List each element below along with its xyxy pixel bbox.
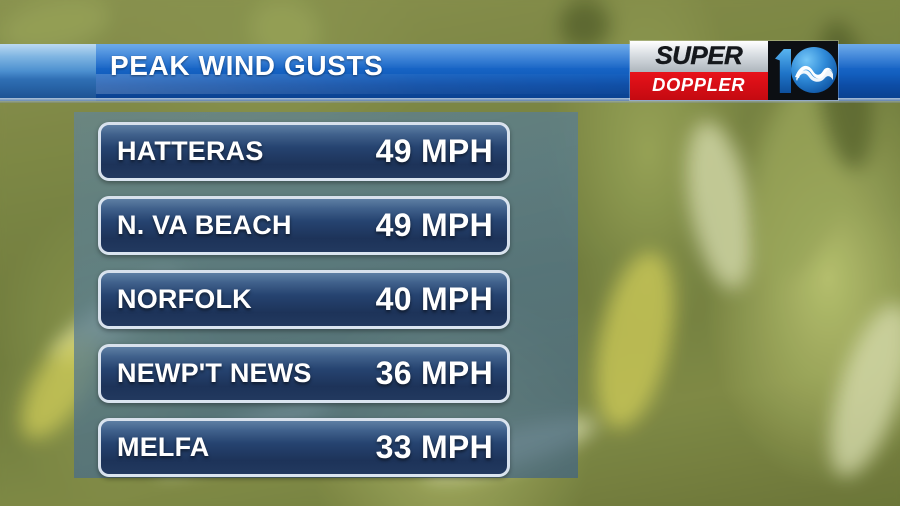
row-city-label: NORFOLK bbox=[117, 284, 252, 314]
logo-digit-one bbox=[775, 49, 791, 93]
logo-doppler-band: DOPPLER bbox=[630, 71, 768, 101]
row-gust-value: 40 MPH bbox=[375, 281, 493, 317]
row-gust-value: 49 MPH bbox=[375, 207, 493, 243]
logo-super-label: SUPER bbox=[655, 41, 743, 70]
table-row[interactable]: HATTERAS 49 MPH bbox=[98, 122, 510, 181]
table-row[interactable]: MELFA 33 MPH bbox=[98, 418, 510, 477]
row-gust-value: 49 MPH bbox=[375, 133, 493, 169]
row-gust-value: 36 MPH bbox=[375, 355, 493, 391]
table-row[interactable]: NORFOLK 40 MPH bbox=[98, 270, 510, 329]
row-city-label: MELFA bbox=[117, 432, 210, 462]
table-row[interactable]: NEWP'T NEWS 36 MPH bbox=[98, 344, 510, 403]
logo-wordmark: SUPER DOPPLER bbox=[630, 41, 768, 101]
header-bar-bottom-edge bbox=[0, 98, 900, 103]
row-city-label: HATTERAS bbox=[117, 136, 264, 166]
logo-doppler-label: DOPPLER bbox=[652, 75, 746, 96]
header-bar-left-segment bbox=[0, 44, 100, 101]
table-row[interactable]: N. VA BEACH 49 MPH bbox=[98, 196, 510, 255]
row-city-label: N. VA BEACH bbox=[117, 210, 292, 240]
logo-super-band: SUPER bbox=[630, 41, 768, 72]
row-city-label: NEWP'T NEWS bbox=[117, 358, 312, 388]
wind-gust-list: HATTERAS 49 MPH N. VA BEACH 49 MPH NORFO… bbox=[98, 122, 510, 492]
wave-icon bbox=[795, 65, 833, 82]
super-doppler-10-logo: SUPER DOPPLER bbox=[630, 41, 838, 101]
page-title: PEAK WIND GUSTS bbox=[110, 50, 384, 81]
logo-channel-number bbox=[768, 41, 838, 100]
row-gust-value: 33 MPH bbox=[375, 429, 493, 465]
